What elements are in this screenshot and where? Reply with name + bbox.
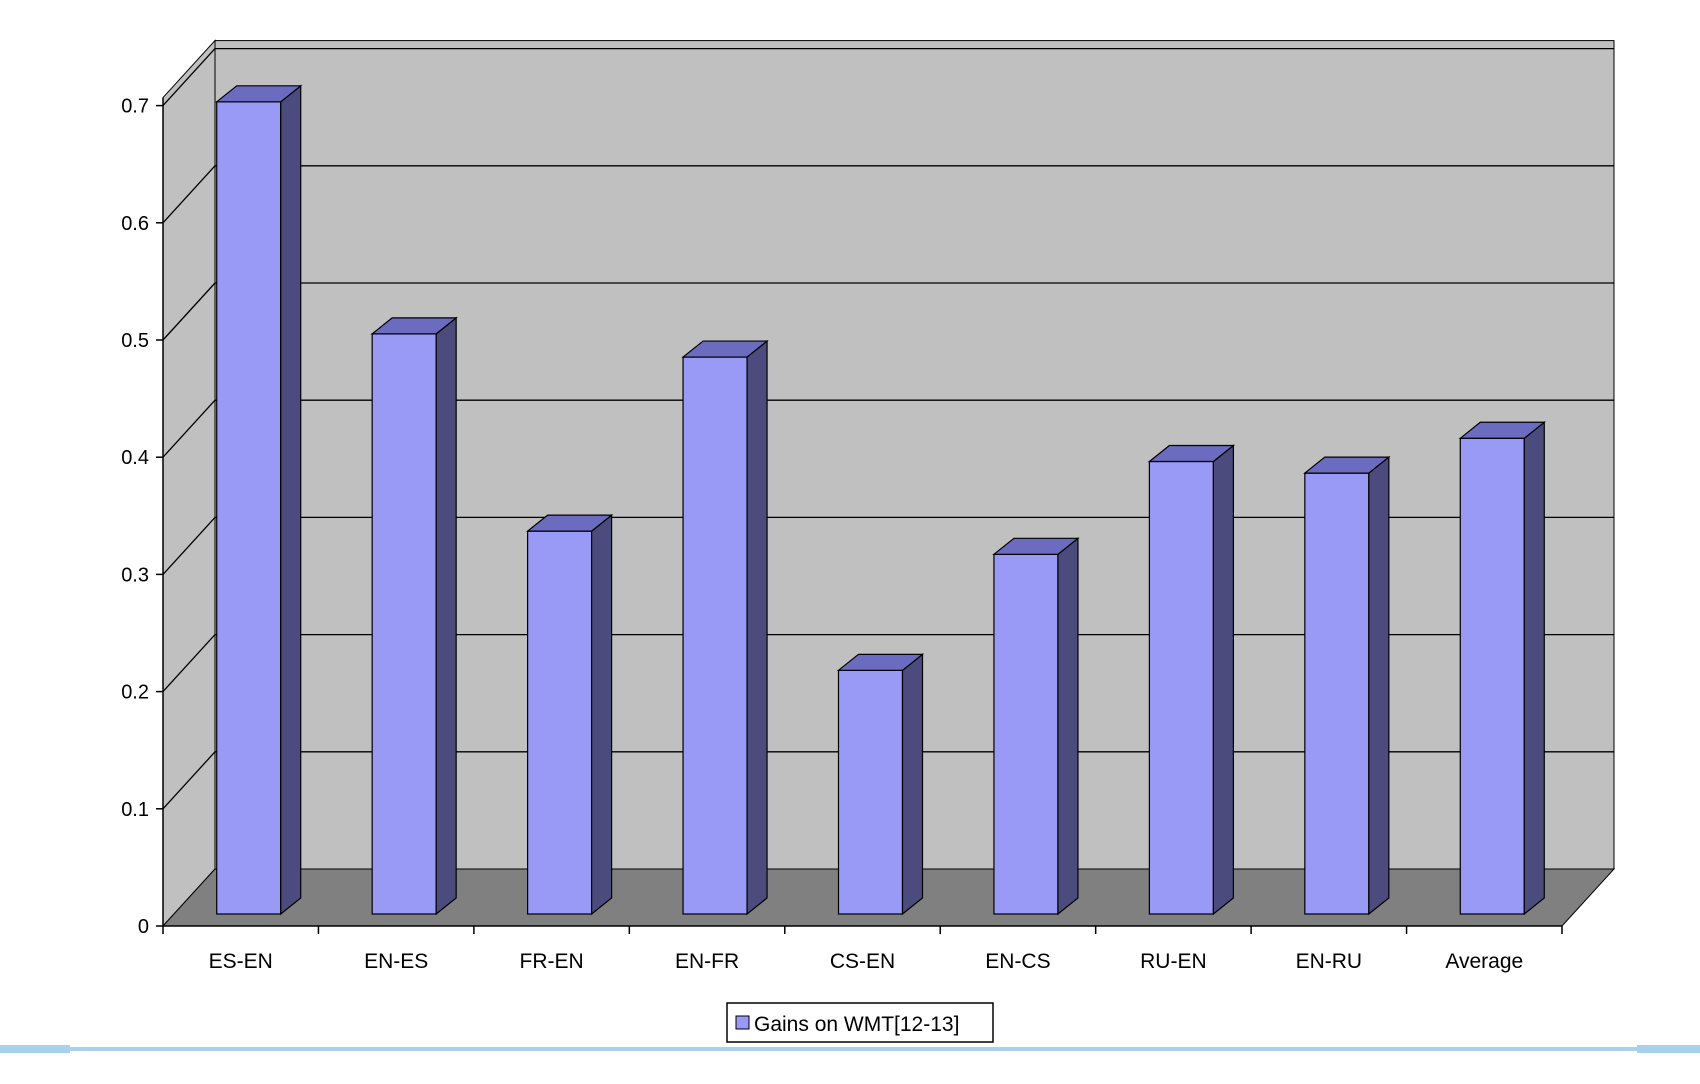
bar (215, 84, 303, 916)
axes (156, 97, 1563, 934)
bar-side (1212, 444, 1234, 916)
bar-side (1523, 421, 1545, 916)
x-tick-label: EN-RU (1296, 950, 1363, 973)
y-tick-label: 0.5 (121, 330, 149, 352)
bar-front (371, 333, 437, 915)
bar-side (1057, 537, 1079, 916)
x-tick-label: CS-EN (830, 950, 895, 973)
bar-top (1458, 421, 1546, 439)
bar-top (370, 317, 458, 335)
bar (1458, 421, 1546, 916)
bar-side (591, 513, 613, 916)
slide-divider (0, 1047, 1700, 1051)
y-tick-label: 0.1 (121, 799, 149, 821)
bar-side (280, 84, 302, 916)
legend: Gains on WMT[12-13] (726, 1002, 994, 1043)
gridline-side (162, 751, 216, 810)
bar-front (993, 553, 1059, 915)
slide-divider-left-accent (0, 1045, 70, 1053)
bar-front (527, 530, 593, 915)
bar-side (1368, 455, 1390, 916)
gridline-side (162, 48, 216, 107)
legend-box (726, 1002, 994, 1043)
gridline-side (162, 165, 216, 224)
y-tick-label: 0.7 (121, 96, 149, 118)
bar-top (525, 514, 614, 532)
bar-top (215, 85, 303, 103)
y-tick-label: 0.2 (121, 682, 149, 704)
x-tick-label: ES-EN (209, 950, 273, 973)
y-tick-label: 0.3 (121, 564, 149, 586)
bar (681, 339, 769, 916)
bar (836, 653, 925, 916)
legend-label: Gains on WMT[12-13] (754, 1013, 959, 1036)
bar (525, 513, 614, 916)
bar-side (901, 653, 924, 916)
bar-front (837, 669, 904, 915)
bar-front (1304, 472, 1370, 915)
x-tick-label: EN-ES (364, 950, 428, 973)
bar (1147, 444, 1236, 916)
gridline-side (162, 634, 216, 693)
x-tick-label: FR-EN (520, 950, 584, 973)
bar-front (1148, 460, 1214, 915)
bar-front (216, 101, 282, 915)
bar-top (681, 340, 769, 358)
y-tick-label: 0 (138, 916, 149, 938)
bar (1303, 455, 1391, 916)
bar-side (435, 316, 457, 916)
x-tick-label: EN-CS (985, 950, 1050, 973)
bar-front (1459, 437, 1525, 915)
gridline-side (162, 399, 216, 458)
x-tick-label: Average (1445, 950, 1523, 973)
bar-side (746, 339, 768, 916)
gridline-side (162, 282, 216, 341)
y-tick-label: 0.6 (121, 213, 149, 235)
bar-top (992, 537, 1080, 555)
slide-divider-right-accent (1637, 1045, 1700, 1053)
gridline-side (162, 516, 216, 575)
bar-top (836, 653, 925, 671)
y-tick-label: 0.4 (121, 447, 149, 469)
x-tick-label: EN-FR (675, 950, 739, 973)
y-tick-labels: 0 0.1 0.2 0.3 0.4 0.5 0.6 0.7 (121, 96, 149, 938)
bars (215, 84, 1546, 916)
x-tick-labels: ES-EN EN-ES FR-EN EN-FR CS-EN EN-CS RU-EN EN-RU… (209, 950, 1524, 973)
bar (992, 537, 1080, 916)
bar-top (1147, 444, 1236, 463)
bar-top (1303, 456, 1391, 474)
bar (370, 316, 458, 916)
legend-swatch (735, 1015, 750, 1030)
x-tick-label: RU-EN (1140, 950, 1207, 973)
bar-front (682, 356, 748, 915)
